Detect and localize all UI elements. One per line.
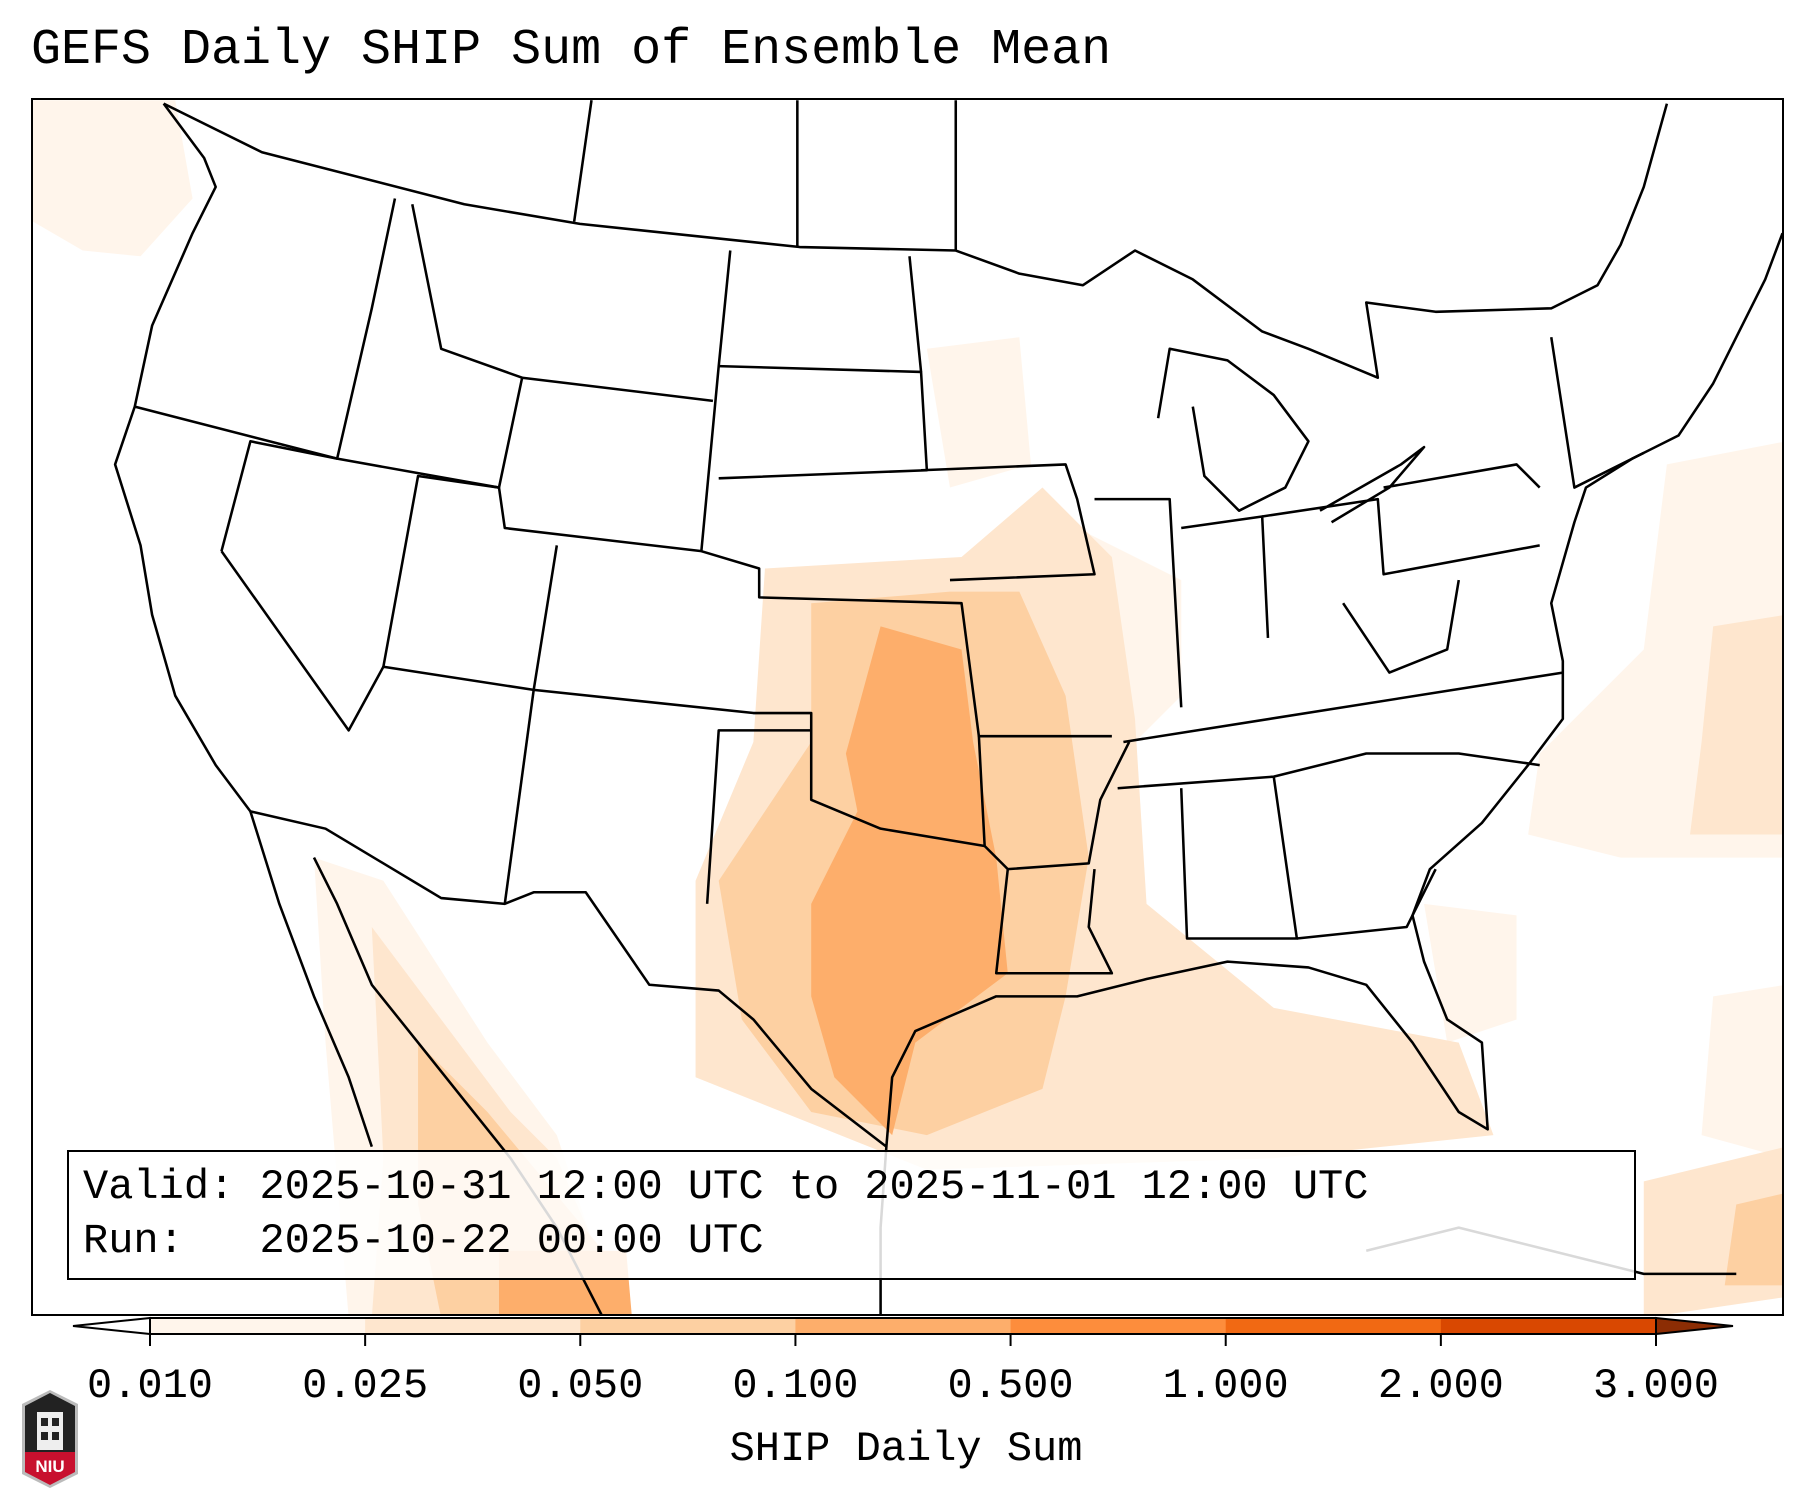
state-line — [1383, 463, 1541, 489]
state-line — [1179, 776, 1299, 940]
colorbar-over-triangle — [1655, 1316, 1734, 1336]
state-line — [994, 869, 1114, 975]
colorbar-segment — [1440, 1318, 1657, 1334]
state-line — [1181, 515, 1270, 638]
state-line — [705, 729, 812, 904]
northern-border — [163, 102, 1669, 379]
logo-text: NIU — [35, 1457, 64, 1476]
us-outline — [113, 102, 1782, 1148]
great-lakes — [1156, 347, 1310, 512]
colorbar-segment — [1225, 1318, 1442, 1334]
ship-shading — [33, 100, 1782, 1314]
state-line — [411, 204, 523, 379]
state-line — [1261, 497, 1540, 576]
colorbar-label: SHIP Daily Sum — [729, 1425, 1083, 1473]
valid-run-info-box: Valid: 2025-10-31 12:00 UTC to 2025-11-0… — [67, 1150, 1636, 1280]
colorbar — [72, 1316, 1734, 1346]
colorbar-frame — [149, 1317, 1657, 1335]
state-line — [1123, 671, 1564, 744]
state-line — [908, 256, 923, 373]
state-line — [1342, 579, 1461, 674]
niu-logo: NIU — [22, 1390, 78, 1488]
run-value: 2025-10-22 00:00 UTC — [259, 1217, 764, 1265]
state-line — [1117, 752, 1540, 790]
state-line — [503, 689, 535, 905]
state-line — [134, 405, 1112, 738]
baja — [249, 810, 374, 1148]
coastline-and-borders — [113, 100, 1782, 1314]
state-line — [1296, 868, 1437, 940]
map-canvas — [33, 100, 1782, 1314]
state-line — [1550, 337, 1645, 489]
colorbar-tick-label: 0.050 — [517, 1362, 644, 1410]
map-panel — [31, 98, 1784, 1316]
colorbar-segment — [1010, 1318, 1227, 1334]
state-line — [220, 550, 985, 848]
state-line — [532, 545, 559, 691]
run-label: Run: — [83, 1217, 184, 1265]
colorbar-tick-label: 2.000 — [1377, 1362, 1504, 1410]
colorbar-tick-label: 0.100 — [732, 1362, 859, 1410]
state-line — [921, 463, 1096, 582]
colorbar-segment — [795, 1318, 1012, 1334]
state-line — [572, 100, 593, 222]
chart-title: GEFS Daily SHIP Sum of Ensemble Mean — [31, 22, 1112, 79]
colorbar-tick-label: 3.000 — [1592, 1362, 1720, 1410]
state-line — [718, 364, 929, 480]
colorbar-tick-label: 0.010 — [86, 1362, 214, 1410]
colorbar-segment — [580, 1318, 796, 1334]
colorbar-segment — [150, 1318, 366, 1334]
valid-label: Valid: — [83, 1163, 235, 1211]
valid-value: 2025-10-31 12:00 UTC to 2025-11-01 12:00… — [259, 1163, 1369, 1211]
state-line — [1094, 497, 1183, 708]
colorbar-tick-label: 0.025 — [302, 1362, 429, 1410]
state-line — [497, 376, 714, 488]
state-line — [382, 474, 500, 668]
colorbar-under-triangle — [72, 1316, 151, 1336]
colorbar-segment — [365, 1318, 581, 1334]
state-line — [220, 198, 397, 552]
colorbar-tick-label: 0.500 — [947, 1362, 1074, 1410]
lake-erie — [1319, 445, 1426, 524]
colorbar-tick-label: 1.000 — [1162, 1362, 1289, 1410]
state-line — [977, 736, 1131, 871]
